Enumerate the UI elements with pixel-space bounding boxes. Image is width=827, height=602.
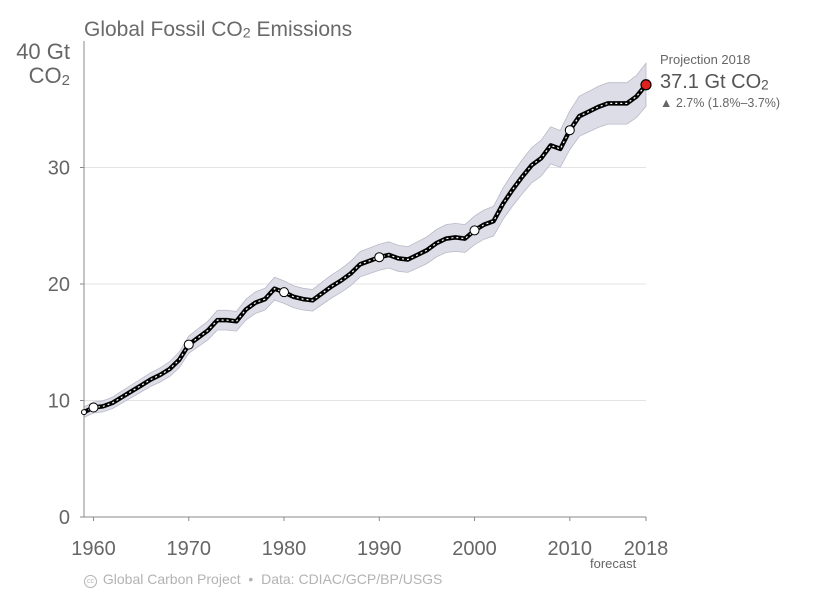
footer-credit: cc Global Carbon Project • Data: CDIAC/G…: [84, 571, 442, 588]
projection-panel: Projection 2018 37.1 Gt CO2 ▲ 2.7% (1.8%…: [660, 52, 780, 110]
decade-marker: [469, 225, 480, 236]
projection-label: Projection 2018: [660, 52, 751, 67]
decade-marker: [279, 287, 290, 298]
x-tick-label: 1960: [71, 538, 116, 560]
axes: [83, 41, 646, 518]
x-tick-label: 1980: [262, 538, 307, 560]
y-tick-label: 30: [48, 158, 70, 180]
gridlines: [84, 167, 646, 401]
decade-marker: [88, 402, 99, 413]
y-tick-label: 20: [48, 274, 70, 296]
y-tick-label: 10: [48, 391, 70, 413]
y-axis-label-top: 40 Gt: [16, 39, 70, 64]
chart-title: Global Fossil CO2 Emissions: [84, 18, 353, 42]
y-axis-label: 40 Gt CO2: [0, 40, 70, 93]
projection-value: 37.1 Gt CO2: [660, 71, 769, 93]
decade-marker: [374, 252, 385, 263]
projection-marker: [640, 79, 652, 91]
x-tick-label: 2018: [624, 538, 669, 560]
uncertainty-band: [83, 62, 647, 419]
decade-marker: [183, 339, 194, 350]
decade-marker: [564, 125, 575, 136]
x-tick-label: 2000: [452, 538, 497, 560]
emissions-line-dash: [83, 84, 647, 413]
data-credit: Data: CDIAC/GCP/BP/USGS: [261, 571, 443, 587]
start-marker: [81, 409, 87, 416]
separator: •: [248, 571, 254, 587]
x-tick-label: 1990: [357, 538, 402, 560]
forecast-label: forecast: [590, 556, 637, 571]
source-text: Global Carbon Project: [102, 571, 241, 587]
x-tick-label: 2010: [548, 538, 593, 560]
x-tick-label: 1970: [167, 538, 212, 560]
y-axis-label-unit: CO2: [28, 63, 70, 89]
projection-change: ▲ 2.7% (1.8%–3.7%): [660, 96, 781, 110]
y-tick-label: 0: [59, 507, 70, 529]
decade-markers: [81, 79, 652, 416]
cc-by-icon: cc: [84, 575, 97, 588]
tick-labels: 0 10 20 30 1960 1970 1980 1990 2000 2010 2018: [48, 158, 669, 561]
